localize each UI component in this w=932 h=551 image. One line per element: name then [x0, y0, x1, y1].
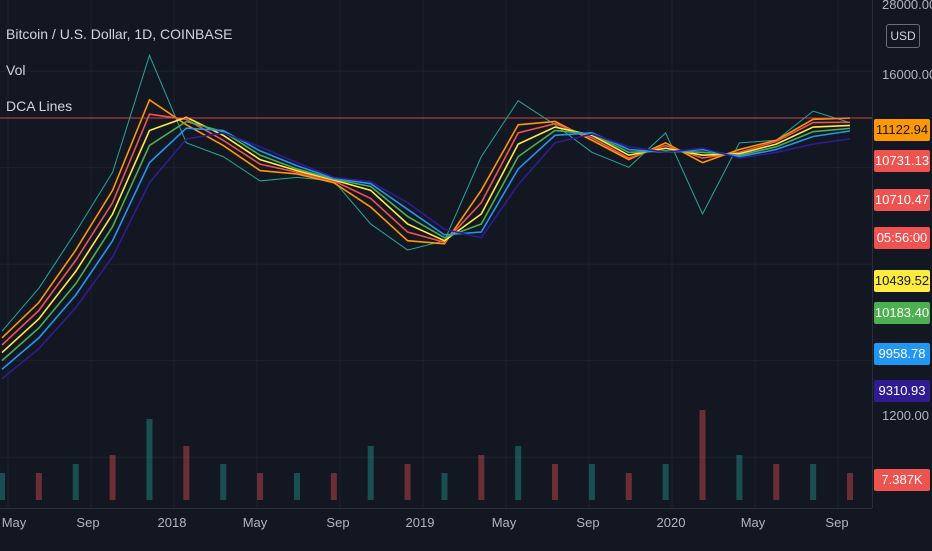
price-badge: 10710.47	[874, 189, 930, 211]
volume-bar	[478, 455, 485, 500]
volume-bars	[0, 410, 853, 500]
price-chart[interactable]	[0, 0, 872, 508]
series-line-dca-4	[1, 120, 851, 362]
time-label: May	[740, 515, 766, 530]
price-tick: 16000.00	[882, 67, 932, 82]
indicator-dca-lines[interactable]: DCA Lines	[6, 98, 73, 114]
time-label: Sep	[76, 515, 100, 530]
volume-bar	[588, 464, 595, 500]
series-line-dca-3	[1, 116, 851, 354]
price-tick: 1200.00	[882, 408, 929, 423]
price-badge: 10731.13	[874, 150, 930, 172]
volume-bar	[0, 473, 5, 500]
currency-button[interactable]: USD	[886, 24, 920, 48]
time-label: May	[242, 515, 268, 530]
price-tick: 28000.00	[882, 0, 932, 12]
time-label: 2018	[157, 515, 187, 530]
volume-bar	[109, 455, 116, 500]
series-line-dca-1	[1, 98, 851, 339]
volume-bar	[773, 464, 780, 500]
series-lines	[1, 53, 851, 380]
price-badge: 7.387K	[874, 469, 930, 491]
series-line-dca-5	[1, 127, 851, 370]
time-label: Sep	[326, 515, 350, 530]
series-line-dca-6	[1, 132, 851, 380]
volume-bar	[220, 464, 227, 500]
indicator-vol[interactable]: Vol	[6, 62, 26, 78]
volume-bar	[293, 473, 300, 500]
volume-bar	[810, 464, 817, 500]
time-label: May	[1, 515, 27, 530]
volume-bar	[183, 446, 190, 500]
volume-bar	[330, 473, 337, 500]
time-label: 2020	[656, 515, 686, 530]
volume-bar	[367, 446, 374, 500]
volume-bar	[404, 464, 411, 500]
time-label: May	[491, 515, 517, 530]
symbol-title[interactable]: Bitcoin / U.S. Dollar, 1D, COINBASE	[6, 26, 233, 42]
time-label: Sep	[825, 515, 849, 530]
price-badge: 9958.78	[874, 343, 930, 365]
volume-bar	[515, 446, 522, 500]
series-line-close	[1, 53, 851, 332]
price-badge: 05:56:00	[874, 227, 930, 249]
price-badge: 9310.93	[874, 380, 930, 402]
price-badge: 10439.52	[874, 270, 930, 292]
price-axis[interactable]	[872, 0, 932, 508]
time-label: 2019	[405, 515, 435, 530]
volume-bar	[662, 464, 669, 500]
volume-bar	[257, 473, 264, 500]
volume-bar	[441, 473, 448, 500]
volume-bar	[736, 455, 743, 500]
volume-bar	[847, 473, 853, 500]
time-label: Sep	[576, 515, 600, 530]
volume-bar	[552, 464, 559, 500]
price-badge: 10183.40	[874, 302, 930, 324]
volume-bar	[72, 464, 79, 500]
volume-bar	[146, 419, 153, 500]
price-badge: 11122.94	[874, 119, 930, 141]
volume-bar	[699, 410, 706, 500]
volume-bar	[625, 473, 632, 500]
grid-lines	[0, 0, 872, 508]
series-line-dca-2	[1, 113, 851, 346]
time-axis[interactable]	[0, 508, 872, 551]
chart-area[interactable]: Bitcoin / U.S. Dollar, 1D, COINBASE Vol …	[0, 0, 872, 508]
volume-bar	[35, 473, 42, 500]
